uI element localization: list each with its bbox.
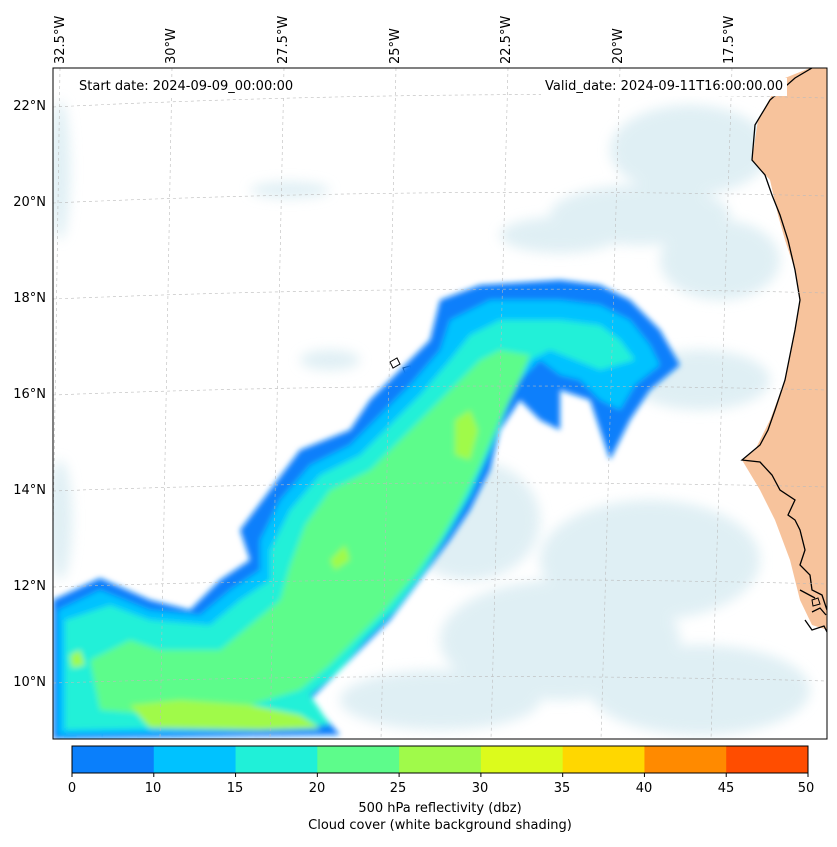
map-gridlines: [53, 68, 827, 739]
colorbar: [71, 745, 809, 777]
colorbar-frame: [71, 745, 809, 774]
map-frame: [52, 67, 828, 740]
colorbar-segment: [726, 746, 809, 773]
latitude-label: 18°N: [13, 291, 46, 306]
colorbar-tick-label: 35: [553, 781, 571, 796]
colorbar-tick-label: 10: [144, 781, 162, 796]
latitude-label: 10°N: [13, 675, 46, 690]
colorbar-segment: [72, 746, 155, 773]
latitude-label: 20°N: [13, 195, 46, 210]
longitude-label: 17.5°W: [722, 15, 737, 64]
longitude-label: 22.5°W: [499, 15, 514, 64]
colorbar-tick-label: 40: [635, 781, 653, 796]
longitude-label: 30°W: [164, 28, 179, 64]
colorbar-tick-label: 50: [797, 781, 815, 796]
longitude-label: 25°W: [388, 28, 403, 64]
colorbar-tick-label: 30: [471, 781, 489, 796]
colorbar-label: 500 hPa reflectivity (dbz): [358, 801, 522, 816]
colorbar-sublabel: Cloud cover (white background shading): [308, 818, 572, 833]
reflectivity-band-20-25: [90, 350, 530, 715]
latitude-label: 22°N: [13, 99, 46, 114]
coastline: [740, 68, 827, 633]
reflectivity-field: [53, 280, 680, 739]
start-date-label: Start date: 2024-09-09_00:00:00: [75, 78, 298, 96]
latitude-label: 14°N: [13, 483, 46, 498]
valid-date-label: Valid_date: 2024-09-11T16:00:00.00: [541, 78, 788, 96]
colorbar-segment: [153, 746, 237, 773]
colorbar-tick-label: 20: [308, 781, 326, 796]
colorbar-segment: [562, 746, 645, 773]
colorbar-segment: [317, 746, 400, 773]
latitude-label: 12°N: [13, 579, 46, 594]
colorbar-tick-label: 45: [717, 781, 735, 796]
colorbar-tick-label: 0: [67, 781, 77, 796]
colorbar-segment: [235, 746, 318, 773]
colorbar-tick-label: 25: [389, 781, 407, 796]
longitude-label: 27.5°W: [276, 15, 291, 64]
colorbar-segment: [644, 746, 727, 773]
land-area: [742, 68, 827, 630]
colorbar-segment: [480, 746, 564, 773]
longitude-label: 32.5°W: [53, 15, 68, 64]
colorbar-segment: [399, 746, 482, 773]
colorbar-tick-label: 15: [226, 781, 244, 796]
longitude-label: 20°W: [611, 28, 626, 64]
latitude-label: 16°N: [13, 387, 46, 402]
